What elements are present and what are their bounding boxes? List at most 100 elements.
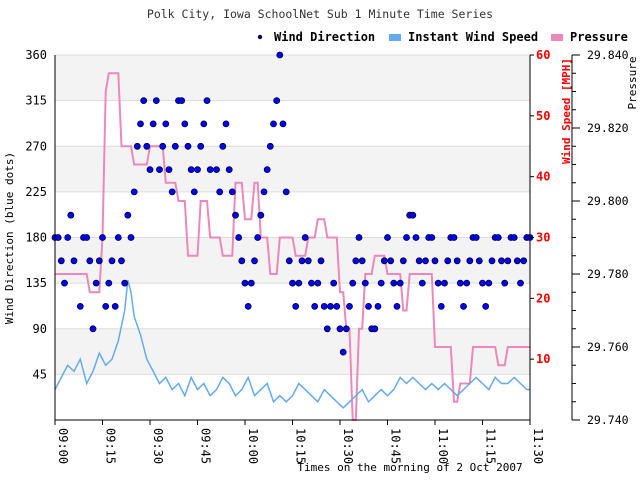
wind-direction-point xyxy=(187,166,195,174)
wind-direction-point xyxy=(270,120,277,128)
wind-direction-point xyxy=(225,166,233,174)
wind-direction-point xyxy=(494,234,502,241)
legend-wind-speed-label: Instant Wind Speed xyxy=(408,30,538,44)
legend-wind-direction-label: Wind Direction xyxy=(274,30,375,44)
wind-direction-point xyxy=(409,211,417,219)
wind-direction-point xyxy=(285,257,293,265)
background-band xyxy=(55,100,530,147)
axes: 45 90 135 180 225 270 315 360 10 20 30 40 50 60 29.740… xyxy=(25,48,628,464)
x-tick-label: 09:15 xyxy=(104,428,118,464)
wind-direction-point xyxy=(371,325,379,333)
wind-direction-point xyxy=(308,279,315,287)
wind-direction-point xyxy=(431,257,439,265)
y-right2-axis-label: Pressure xyxy=(626,57,639,110)
wind-direction-point xyxy=(232,211,239,219)
wind-direction-point xyxy=(263,166,271,174)
wind-direction-point xyxy=(165,166,173,174)
wind-direction-point xyxy=(415,257,423,265)
wind-direction-point xyxy=(61,279,68,287)
wind-direction-point xyxy=(216,188,224,196)
wind-direction-point xyxy=(168,188,176,196)
wind-direction-point xyxy=(355,234,363,241)
x-tick-label: 11:15 xyxy=(484,428,498,464)
wind-direction-point xyxy=(190,188,198,196)
wind-direction-point xyxy=(213,166,220,174)
y-left-tick-label: 315 xyxy=(25,94,47,108)
wind-direction-point xyxy=(327,302,334,310)
x-tick-label: 09:45 xyxy=(199,428,213,464)
wind-direction-point xyxy=(520,257,528,265)
wind-direction-point xyxy=(251,257,258,265)
wind-direction-point xyxy=(238,257,246,265)
x-tick-label: 10:00 xyxy=(246,428,260,464)
wind-direction-point xyxy=(434,279,442,287)
y-right2-tick-label: 29.780 xyxy=(587,267,629,281)
wind-direction-point xyxy=(140,97,148,104)
x-axis-label: Times on the morning of 2 Oct 2007 xyxy=(297,461,522,474)
legend-pressure-label: Pressure xyxy=(570,30,628,44)
y-left-tick-label: 90 xyxy=(33,322,47,336)
wind-direction-point xyxy=(304,257,312,265)
wind-direction-point xyxy=(418,279,426,287)
background-band xyxy=(55,55,530,101)
wind-direction-point xyxy=(197,142,205,150)
wind-direction-point xyxy=(260,188,268,196)
wind-direction-point xyxy=(70,257,78,265)
wind-direction-point xyxy=(412,234,420,241)
wind-speed-series xyxy=(54,279,530,409)
wind-direction-point xyxy=(339,348,347,356)
chart-title: Polk City, Iowa SchoolNet Sub 1 Minute T… xyxy=(147,7,493,21)
wind-direction-point xyxy=(298,257,306,265)
wind-direction-point xyxy=(137,120,144,128)
wind-direction-point xyxy=(301,234,309,241)
wind-direction-point xyxy=(86,257,94,265)
wind-direction-point xyxy=(358,257,366,265)
wind-direction-point xyxy=(475,257,483,265)
wind-direction-point xyxy=(466,257,474,265)
wind-direction-point xyxy=(504,257,512,265)
wind-direction-point xyxy=(317,257,325,265)
y-left-tick-label: 45 xyxy=(33,367,47,381)
wind-direction-point xyxy=(374,302,382,310)
wind-direction-point xyxy=(254,234,262,241)
y-left-tick-label: 135 xyxy=(25,276,47,290)
background-band xyxy=(55,328,530,375)
plot-background-bands xyxy=(55,55,530,420)
wind-direction-point xyxy=(390,279,398,287)
legend-wind-speed-swatch xyxy=(389,34,401,41)
wind-direction-point xyxy=(127,234,135,241)
wind-direction-point xyxy=(387,257,395,265)
background-band xyxy=(55,146,530,192)
wind-direction-point xyxy=(384,234,391,241)
y-left-tick-label: 360 xyxy=(25,48,47,62)
wind-direction-point xyxy=(482,302,490,310)
wind-direction-point xyxy=(501,279,509,287)
wind-direction-point xyxy=(200,120,208,128)
wind-direction-point xyxy=(108,257,116,265)
wind-direction-point xyxy=(181,120,189,128)
wind-direction-point xyxy=(279,120,287,128)
legend-wind-direction-marker xyxy=(257,34,263,40)
wind-direction-point xyxy=(333,302,341,310)
wind-direction-point xyxy=(57,257,65,265)
wind-direction-point xyxy=(99,234,106,241)
wind-direction-point xyxy=(121,279,129,287)
wind-direction-point xyxy=(450,234,458,241)
wind-direction-point xyxy=(488,257,496,265)
wind-direction-point xyxy=(393,302,401,310)
wind-direction-point xyxy=(323,325,331,333)
x-tick-label: 10:30 xyxy=(341,428,355,464)
y-right2-tick-label: 29.840 xyxy=(587,48,629,62)
wind-direction-point xyxy=(346,302,353,310)
wind-direction-point xyxy=(105,279,113,287)
wind-direction-point xyxy=(513,257,521,265)
wind-direction-point xyxy=(330,279,338,287)
wind-direction-point xyxy=(114,234,122,241)
x-tick-label: 11:30 xyxy=(531,428,545,464)
wind-direction-point xyxy=(102,302,110,310)
y-left-tick-label: 270 xyxy=(25,139,47,153)
y-right1-tick-label: 50 xyxy=(536,109,550,123)
wind-direction-point xyxy=(159,142,167,150)
wind-direction-point xyxy=(222,120,230,128)
wind-direction-point xyxy=(479,279,486,287)
